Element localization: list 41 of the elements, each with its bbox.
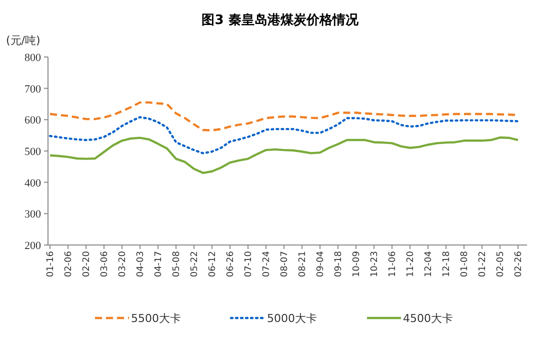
x-tick-label: 11-06 — [388, 250, 398, 278]
chart-title: 图3 秦皇岛港煤炭价格情况 — [202, 13, 360, 28]
x-tick-label: 01-08 — [460, 250, 470, 278]
x-tick-label: 09-18 — [334, 250, 344, 278]
y-tick-label: 700 — [24, 83, 42, 96]
x-tick-label: 03-20 — [118, 250, 128, 278]
x-tick-label: 10-23 — [370, 251, 380, 278]
y-tick-label: 600 — [24, 114, 42, 127]
y-tick-label: 400 — [24, 177, 42, 190]
x-tick-label: 01-16 — [46, 250, 56, 278]
x-tick-label: 12-04 — [424, 250, 434, 278]
x-tick-label: 07-24 — [262, 250, 272, 278]
legend-label: 5500大卡 — [131, 312, 181, 325]
x-tick-label: 05-22 — [190, 251, 200, 278]
y-axis-title: (元/吨) — [6, 34, 40, 47]
legend-label: 4500大卡 — [403, 312, 453, 325]
legend-label: 5000大卡 — [267, 312, 317, 325]
x-tick-label: 06-26 — [226, 250, 236, 278]
x-tick-label: 02-06 — [64, 250, 74, 278]
x-tick-label: 02-26 — [514, 250, 524, 278]
y-tick-label: 200 — [24, 240, 42, 252]
x-tick-label: 02-05 — [496, 251, 506, 278]
x-tick-label: 03-06 — [100, 250, 110, 278]
x-tick-label: 06-12 — [208, 251, 218, 278]
y-tick-label: 800 — [24, 52, 42, 64]
x-tick-label: 12-18 — [442, 250, 452, 278]
x-tick-label: 08-07 — [280, 251, 290, 278]
x-tick-label: 10-09 — [352, 250, 362, 278]
x-tick-label: 05-08 — [172, 250, 182, 278]
x-tick-label: 04-17 — [154, 251, 164, 278]
x-tick-label: 07-10 — [244, 250, 254, 278]
x-tick-label: 11-20 — [406, 250, 416, 278]
line-series — [48, 136, 520, 174]
y-tick-label: 500 — [24, 146, 42, 158]
x-tick-label: 02-20 — [82, 250, 92, 278]
x-tick-label: 04-03 — [136, 251, 146, 278]
x-tick-label: 01-22 — [478, 251, 488, 278]
x-tick-label: 09-04 — [316, 250, 326, 278]
y-tick-label: 300 — [24, 208, 42, 221]
line-series — [48, 116, 520, 154]
x-tick-label: 08-21 — [298, 251, 308, 278]
